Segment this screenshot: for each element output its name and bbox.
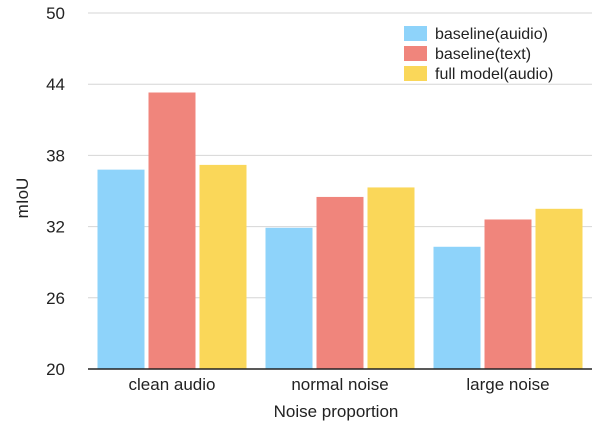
bar [433, 246, 481, 369]
bar [535, 208, 583, 369]
legend: baseline(auidio) baseline(text) full model… [404, 26, 553, 83]
y-tick-label: 26 [46, 289, 65, 308]
bar [484, 219, 532, 369]
bar [148, 92, 196, 370]
bar [199, 164, 247, 369]
legend-label: baseline(auidio) [435, 26, 548, 43]
y-tick-labels: 20 26 32 38 44 50 [46, 4, 65, 379]
x-category-label: clean audio [129, 375, 216, 394]
legend-label: baseline(text) [435, 46, 531, 63]
y-tick-label: 50 [46, 4, 65, 23]
bar [97, 169, 145, 369]
x-category-labels: clean audio normal noise large noise [129, 375, 550, 394]
y-tick-label: 38 [46, 146, 65, 165]
x-axis-title: Noise proportion [274, 402, 399, 421]
bar [316, 196, 364, 369]
x-category-label: normal noise [291, 375, 388, 394]
legend-swatch [404, 66, 427, 81]
bars [97, 92, 583, 370]
y-tick-label: 20 [46, 360, 65, 379]
y-axis-title: mIoU [13, 178, 32, 219]
y-tick-label: 32 [46, 218, 65, 237]
bar [265, 227, 313, 369]
x-category-label: large noise [466, 375, 549, 394]
legend-label: full model(audio) [435, 66, 553, 83]
legend-swatch [404, 26, 427, 41]
y-tick-label: 44 [46, 75, 65, 94]
legend-swatch [404, 46, 427, 61]
bar [367, 187, 415, 369]
